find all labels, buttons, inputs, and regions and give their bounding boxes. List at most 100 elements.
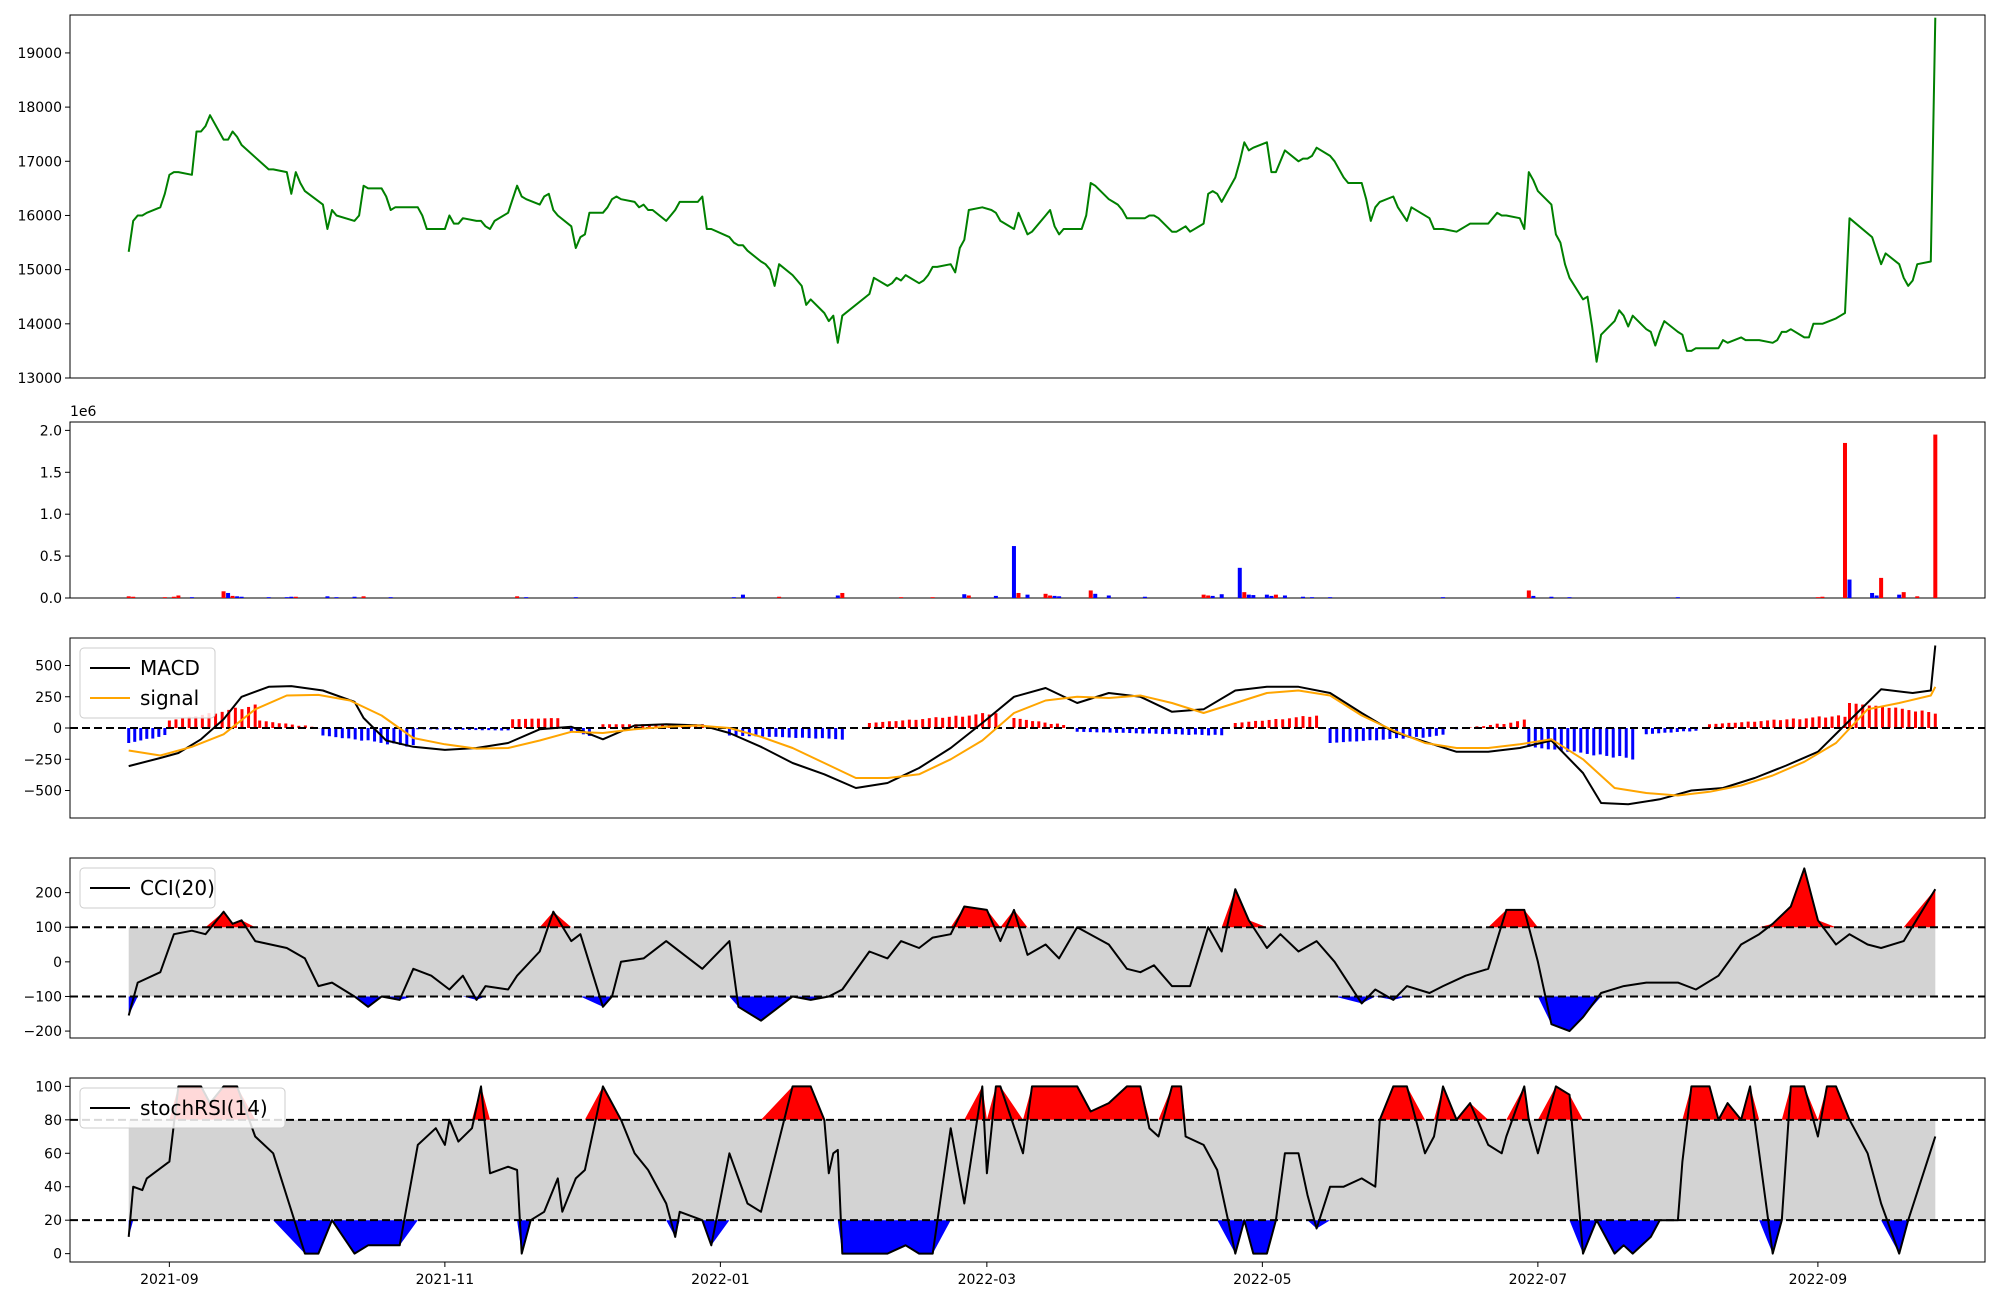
x-tick-label: 2022-07	[1509, 1272, 1568, 1288]
macd-histogram-bar	[411, 728, 415, 746]
volume-bar	[1847, 579, 1852, 598]
volume-bar	[352, 596, 357, 598]
volume-bar	[1057, 596, 1062, 598]
series-line-macd	[128, 645, 1937, 806]
macd-histogram-bar	[1753, 721, 1757, 728]
y-tick-label: 200	[35, 886, 62, 902]
volume-bar	[1820, 596, 1825, 598]
macd-histogram-bar	[398, 728, 402, 745]
macd-histogram-bar	[794, 728, 798, 738]
macd-histogram-bar	[734, 728, 738, 736]
y-tick-label: 60	[44, 1146, 62, 1162]
macd-histogram-bar	[214, 713, 218, 728]
macd-histogram-bar	[227, 709, 231, 728]
macd-histogram-bar	[1381, 728, 1385, 740]
macd-histogram-bar	[366, 728, 370, 741]
macd-histogram-bar	[1509, 722, 1513, 728]
oversold-fill	[128, 1220, 1936, 1254]
macd-histogram-bar	[157, 728, 161, 737]
x-tick-label: 2022-01	[691, 1272, 750, 1288]
macd-histogram-bar	[1546, 728, 1550, 750]
volume-bar	[126, 596, 131, 598]
macd-histogram-bar	[1121, 728, 1125, 733]
macd-histogram-bar	[1301, 716, 1305, 728]
macd-histogram-bar	[1147, 728, 1151, 734]
y-tick-label: 100	[35, 920, 62, 936]
macd-histogram-bar	[1766, 720, 1770, 728]
macd-histogram-bar	[1920, 710, 1924, 728]
macd-histogram-bar	[921, 719, 925, 728]
volume-bar	[361, 596, 366, 598]
volume-bar	[840, 592, 845, 598]
volume-bar	[1043, 593, 1048, 598]
volume-bar	[1874, 595, 1879, 598]
volume-bar	[1246, 594, 1251, 598]
legend-label: CCI(20)	[140, 876, 215, 900]
volume-bar	[1549, 596, 1554, 598]
macd-histogram-bar	[347, 728, 351, 739]
y-tick-label: 13000	[17, 371, 62, 387]
volume-bar	[1016, 592, 1021, 598]
series-line-stochrsi-14-	[127, 1085, 1937, 1255]
volume-bar	[993, 595, 998, 598]
macd-histogram-bar	[1134, 728, 1138, 734]
macd-histogram-bar	[614, 724, 618, 728]
volume-bar	[176, 595, 181, 598]
volume-bar	[230, 595, 235, 598]
macd-histogram-bar	[1434, 728, 1438, 736]
macd-histogram-bar	[881, 721, 885, 728]
volume-bar	[1282, 595, 1287, 598]
macd-histogram-bar	[1516, 721, 1520, 728]
volume-panel: 0.0 0.5 1.0 1.5 2.0 1e6	[40, 404, 1986, 607]
macd-histogram-bar	[1049, 723, 1053, 728]
macd-histogram-bar	[181, 718, 185, 728]
y-tick-label: 1.5	[40, 465, 62, 481]
macd-histogram-bar	[1254, 720, 1258, 728]
macd-histogram-bar	[487, 728, 491, 731]
macd-histogram-bar	[133, 728, 137, 742]
macd-histogram-bar	[727, 728, 731, 736]
volume-bar	[1048, 595, 1053, 598]
macd-histogram-bar	[1611, 728, 1615, 758]
volume-bar	[325, 596, 330, 598]
macd-histogram-bar	[1881, 706, 1885, 728]
volume-bar	[221, 591, 226, 598]
macd-histogram-bar	[1167, 728, 1171, 734]
macd-histogram-bar	[1193, 728, 1197, 735]
plot-frame	[69, 421, 1986, 599]
macd-histogram-bar	[1267, 719, 1271, 728]
volume-bar	[777, 596, 782, 598]
macd-histogram-bar	[867, 723, 871, 728]
macd-histogram-bar	[1927, 712, 1931, 728]
macd-histogram-bar	[290, 724, 294, 728]
macd-histogram-bar	[139, 728, 143, 741]
macd-histogram-bar	[1154, 728, 1158, 734]
y-tick-label: −500	[24, 784, 62, 800]
macd-histogram-bar	[1233, 723, 1237, 728]
macd-histogram-bar	[461, 728, 465, 730]
plot-frame	[69, 857, 1986, 1039]
macd-histogram-bar	[1082, 728, 1086, 732]
macd-histogram-bar	[1180, 728, 1184, 735]
macd-histogram-bar	[834, 728, 838, 740]
macd-histogram-bar	[543, 718, 547, 728]
plot-frame	[69, 14, 1986, 379]
macd-histogram-bar	[1488, 724, 1492, 728]
legend-box	[79, 867, 216, 909]
macd-histogram-bar	[1759, 721, 1763, 728]
macd-histogram-bar	[1108, 728, 1112, 733]
macd-histogram-bar	[1428, 728, 1432, 737]
macd-histogram-bar	[894, 721, 898, 728]
macd-histogram-bar	[1572, 728, 1576, 752]
macd-histogram-bar	[321, 728, 325, 736]
volume-bar	[131, 596, 136, 598]
volume-bar	[289, 596, 294, 598]
x-tick-label: 2022-03	[958, 1272, 1017, 1288]
macd-histogram-bar	[1161, 728, 1165, 735]
macd-histogram-bar	[1274, 719, 1278, 728]
macd-histogram-bar	[1348, 728, 1352, 742]
y-tick-label: 250	[35, 690, 62, 706]
x-tick-label: 2022-05	[1233, 1272, 1292, 1288]
macd-histogram-bar	[1308, 716, 1312, 728]
macd-histogram-bar	[1714, 723, 1718, 728]
